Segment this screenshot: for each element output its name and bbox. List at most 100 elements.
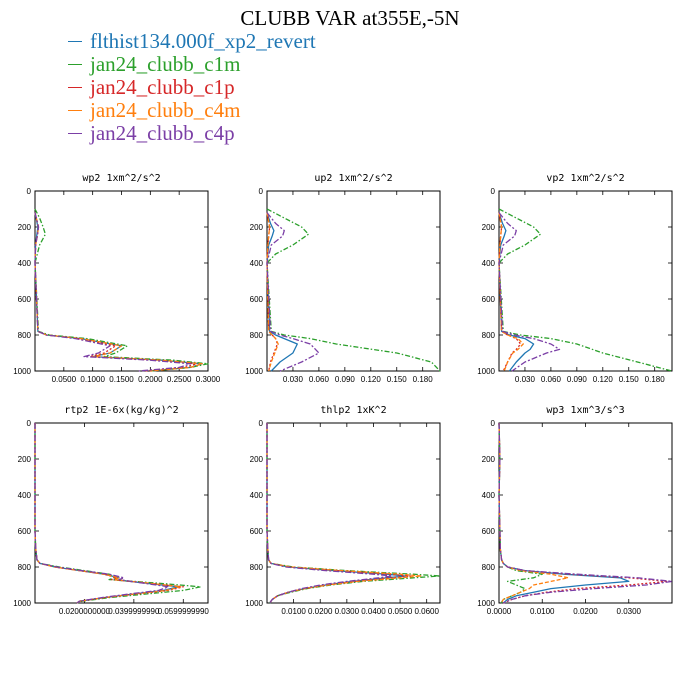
panel: vp2 1xm^2/s^2 0 200 400 600 800 1000 0.030 0.060… (477, 173, 673, 384)
series-line (34, 423, 182, 604)
legend-label: jan24_clubb_c1m (90, 52, 241, 76)
x-tick-label: 0.150 (387, 375, 408, 384)
panel-title: rtp2 1E-6x(kg/kg)^2 (64, 405, 178, 416)
y-tick-label: 400 (250, 259, 264, 268)
y-tick-label: 800 (250, 563, 264, 572)
x-tick-label: 0.030 (515, 375, 536, 384)
x-tick-label: 0.0100 (530, 607, 555, 616)
x-tick-label: 0.090 (567, 375, 588, 384)
panel-title: vp2 1xm^2/s^2 (546, 173, 624, 184)
x-tick-label: 0.090 (335, 375, 356, 384)
y-tick-label: 400 (18, 491, 32, 500)
series-line (34, 208, 209, 372)
plot-frame (266, 190, 441, 372)
x-tick-label: 0.180 (645, 375, 666, 384)
series-line (34, 212, 203, 372)
y-tick-label: 800 (250, 331, 264, 340)
panel-title: up2 1xm^2/s^2 (314, 173, 392, 184)
x-tick-label: 0.150 (619, 375, 640, 384)
y-tick-label: 0 (491, 419, 496, 428)
series-line (498, 212, 535, 372)
panel: thlp2 1xK^2 0 200 400 600 800 1000 0.0100 0.0200… (245, 405, 441, 616)
legend-swatch (68, 41, 82, 42)
plot-frame (498, 190, 673, 372)
y-tick-label: 600 (482, 295, 496, 304)
y-tick-label: 600 (250, 527, 264, 536)
series-line (34, 212, 192, 372)
legend-label: jan24_clubb_c4m (90, 98, 241, 122)
y-tick-label: 200 (18, 455, 32, 464)
y-tick-label: 0 (491, 187, 496, 196)
y-tick-label: 200 (250, 223, 264, 232)
series-line (266, 208, 441, 372)
panel: wp2 1xm^2/s^2 0 200 400 600 800 1000 0.0500 0.10… (13, 173, 221, 384)
y-tick-label: 1000 (245, 599, 263, 608)
legend-label: jan24_clubb_c4p (90, 121, 235, 145)
series-line (266, 423, 423, 604)
series-line (498, 422, 673, 604)
x-tick-label: 0.0500 (388, 607, 413, 616)
y-tick-label: 0 (259, 187, 264, 196)
series-line (498, 212, 524, 372)
y-tick-label: 600 (482, 527, 496, 536)
y-tick-label: 800 (18, 331, 32, 340)
legend-label: flthist134.000f_xp2_revert (90, 29, 316, 53)
series-line (498, 208, 673, 372)
x-tick-label: 0.060 (541, 375, 562, 384)
y-tick-label: 600 (18, 295, 32, 304)
series-line (266, 212, 320, 372)
x-tick-label: 0.0500 (52, 375, 77, 384)
legend-swatch (68, 87, 82, 88)
y-tick-label: 200 (18, 223, 32, 232)
panel-title: wp2 1xm^2/s^2 (82, 173, 160, 184)
y-tick-label: 400 (482, 259, 496, 268)
y-tick-label: 1000 (245, 367, 263, 376)
panel-title: thlp2 1xK^2 (320, 405, 386, 416)
y-tick-label: 800 (482, 331, 496, 340)
y-tick-label: 800 (482, 563, 496, 572)
x-tick-label: 0.030 (283, 375, 304, 384)
y-tick-label: 200 (482, 223, 496, 232)
y-tick-label: 800 (18, 563, 32, 572)
y-tick-label: 400 (250, 491, 264, 500)
y-tick-label: 600 (18, 527, 32, 536)
y-tick-label: 400 (18, 259, 32, 268)
x-tick-label: 0.0400 (361, 607, 386, 616)
series-line (266, 212, 298, 372)
x-tick-label: 0.2000 (138, 375, 163, 384)
x-tick-label: 0.0599999990 (158, 607, 210, 616)
series-line (266, 423, 407, 604)
series-line (34, 423, 179, 604)
series-line (266, 423, 393, 604)
plot-frame (34, 190, 209, 372)
x-tick-label: 0.0200 (308, 607, 333, 616)
x-tick-label: 0.0600 (414, 607, 439, 616)
y-tick-label: 0 (27, 419, 32, 428)
legend-swatch (68, 64, 82, 65)
x-tick-label: 0.0300 (617, 607, 642, 616)
series-line (498, 212, 561, 372)
x-tick-label: 0.180 (413, 375, 434, 384)
y-tick-label: 0 (259, 419, 264, 428)
plot-frame (34, 422, 209, 604)
y-tick-label: 1000 (477, 367, 495, 376)
x-tick-label: 0.120 (593, 375, 614, 384)
x-tick-label: 0.0200000000 (59, 607, 111, 616)
x-tick-label: 0.1000 (80, 375, 105, 384)
series-line (498, 422, 569, 604)
y-tick-label: 0 (27, 187, 32, 196)
panel: up2 1xm^2/s^2 0 200 400 600 800 1000 0.030 0.060… (245, 173, 441, 384)
series-line (34, 212, 198, 372)
legend-swatch (68, 133, 82, 134)
y-tick-label: 200 (250, 455, 264, 464)
series-line (498, 212, 522, 372)
y-tick-label: 1000 (13, 599, 31, 608)
y-tick-label: 400 (482, 491, 496, 500)
series-line (34, 423, 170, 604)
legend-swatch (68, 110, 82, 111)
x-tick-label: 0.0200 (573, 607, 598, 616)
figure-title: CLUBB VAR at355E,-5N (240, 6, 460, 30)
